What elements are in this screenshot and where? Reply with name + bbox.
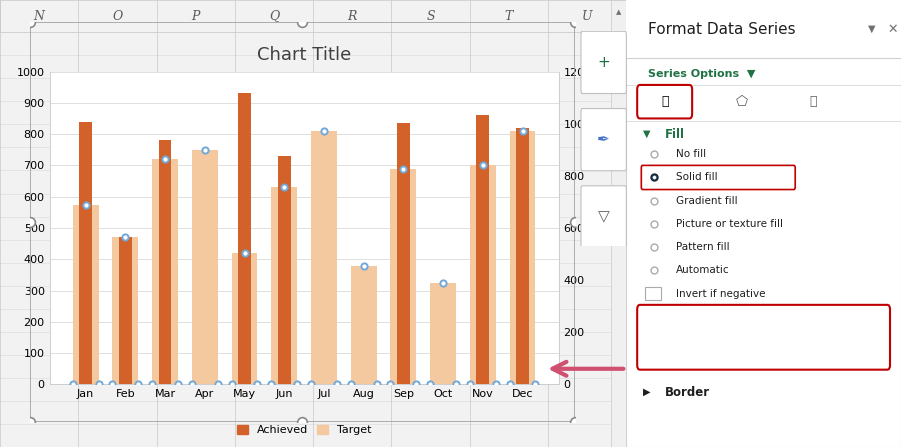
Bar (470, 165, 496, 384)
Legend: Achieved, Target: Achieved, Target (232, 421, 376, 440)
Text: Format Data Series: Format Data Series (648, 21, 796, 37)
FancyBboxPatch shape (581, 186, 626, 248)
FancyBboxPatch shape (812, 341, 875, 362)
Text: Series Options  ▼: Series Options ▼ (648, 69, 756, 79)
Text: Gradient fill: Gradient fill (676, 196, 737, 206)
Bar (238, 93, 250, 384)
Bar (810, 320, 843, 334)
Text: 📊: 📊 (809, 95, 817, 109)
Bar (397, 123, 410, 384)
Bar (271, 187, 297, 384)
FancyBboxPatch shape (637, 305, 890, 370)
FancyBboxPatch shape (581, 31, 626, 93)
Text: ▲: ▲ (615, 9, 621, 15)
Text: ⬠: ⬠ (735, 95, 748, 109)
Text: Picture or texture fill: Picture or texture fill (676, 219, 783, 229)
Title: Chart Title: Chart Title (257, 46, 351, 64)
Text: No fill: No fill (676, 149, 705, 159)
Text: Invert if negative: Invert if negative (676, 289, 765, 299)
Bar (73, 204, 98, 384)
Bar (477, 115, 489, 384)
Text: 🪣: 🪣 (661, 95, 669, 109)
Bar (192, 150, 218, 384)
FancyBboxPatch shape (637, 85, 692, 118)
Text: ▼: ▼ (868, 24, 876, 34)
Text: Automatic: Automatic (676, 266, 729, 275)
Bar (159, 140, 171, 384)
Text: 43%: 43% (822, 346, 845, 356)
Bar (350, 266, 377, 384)
Bar (0, 0, 626, 32)
Text: ▽: ▽ (597, 209, 610, 224)
Text: Fill: Fill (665, 127, 685, 141)
Bar (232, 253, 258, 384)
Text: ▼: ▼ (868, 322, 875, 331)
Text: Pattern fill: Pattern fill (676, 242, 729, 252)
Bar (626, 0, 901, 58)
Bar (430, 283, 456, 384)
Bar (510, 131, 535, 384)
FancyBboxPatch shape (804, 316, 875, 337)
Text: ▶: ▶ (642, 387, 651, 397)
Bar (278, 156, 291, 384)
FancyBboxPatch shape (581, 109, 626, 171)
Bar (311, 131, 337, 384)
Text: R: R (348, 9, 357, 23)
Text: Color: Color (653, 319, 683, 329)
Text: Solid fill: Solid fill (676, 173, 717, 182)
Text: Q: Q (268, 9, 279, 23)
Text: P: P (192, 9, 200, 23)
Text: U: U (582, 9, 592, 23)
Bar (516, 128, 529, 384)
Bar (645, 287, 660, 300)
Bar (390, 169, 416, 384)
Bar (611, 0, 626, 447)
Text: S: S (426, 9, 435, 23)
Text: ✒: ✒ (597, 132, 610, 147)
Text: Border: Border (665, 385, 710, 399)
Text: +: + (597, 55, 610, 70)
Text: ✕: ✕ (887, 22, 897, 36)
Bar (152, 159, 178, 384)
Bar (79, 122, 92, 384)
Text: T: T (505, 9, 513, 23)
Text: Transparency: Transparency (653, 343, 728, 353)
Bar (119, 237, 132, 384)
Text: ▼: ▼ (642, 129, 651, 139)
Bar (113, 237, 138, 384)
Text: O: O (113, 9, 123, 23)
Text: N: N (33, 9, 45, 23)
